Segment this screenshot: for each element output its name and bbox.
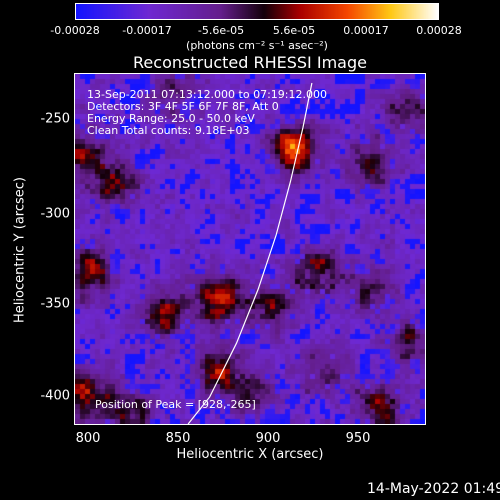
y-tick-label: -300 bbox=[40, 206, 70, 222]
colorbar-tick-label: -0.00017 bbox=[122, 24, 172, 37]
info-detectors: Detectors: 3F 4F 5F 6F 7F 8F, Att 0 bbox=[87, 100, 279, 113]
info-time-range: 13-Sep-2011 07:13:12.000 to 07:19:12.000 bbox=[87, 88, 327, 101]
info-peak-position: Position of Peak = [928,-265] bbox=[95, 398, 256, 411]
x-tick-label: 800 bbox=[75, 431, 101, 446]
colorbar-tick-label: 0.00017 bbox=[343, 24, 389, 37]
plot-area: 13-Sep-2011 07:13:12.000 to 07:19:12.000… bbox=[74, 73, 426, 425]
x-axis-label: Heliocentric X (arcsec) bbox=[176, 447, 324, 462]
x-tick-label: 950 bbox=[345, 431, 371, 446]
y-tick-label: -250 bbox=[40, 111, 70, 127]
colorbar-tick-label: -0.00028 bbox=[50, 24, 100, 37]
colorbar-units: (photons cm⁻² s⁻¹ asec⁻²) bbox=[186, 39, 328, 52]
timestamp: 14-May-2022 01:49 bbox=[367, 481, 500, 497]
plot-overlay bbox=[187, 82, 313, 424]
x-tick-label: 900 bbox=[255, 431, 281, 446]
colorbar bbox=[75, 3, 439, 20]
info-energy-range: Energy Range: 25.0 - 50.0 keV bbox=[87, 112, 255, 125]
chart-title: Reconstructed RHESSI Image bbox=[133, 53, 367, 72]
colorbar-tick-label: -5.6e-05 bbox=[197, 24, 245, 37]
colorbar-tick-label: 5.6e-05 bbox=[272, 24, 316, 37]
y-tick-label: -350 bbox=[40, 296, 70, 312]
colorbar-gradient bbox=[76, 4, 438, 19]
solar-limb-line bbox=[187, 82, 313, 424]
info-clean-counts: Clean Total counts: 9.18E+03 bbox=[87, 124, 250, 137]
colorbar-tick-label: 0.00028 bbox=[416, 24, 462, 37]
heatmap-image bbox=[75, 74, 425, 424]
x-tick-label: 850 bbox=[165, 431, 191, 446]
y-axis-label: Heliocentric Y (arcsec) bbox=[12, 177, 28, 323]
y-tick-label: -400 bbox=[40, 388, 70, 404]
